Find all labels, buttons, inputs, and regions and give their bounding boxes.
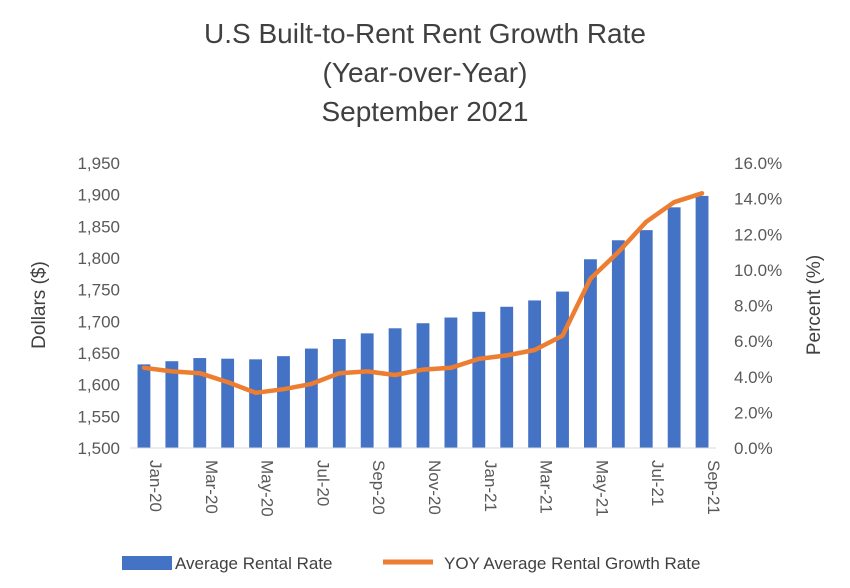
bar-Mar-21 <box>528 300 542 448</box>
right-tick-label: 0.0% <box>734 439 773 458</box>
bar-Feb-20 <box>165 361 179 448</box>
bar-Aug-21 <box>667 207 681 448</box>
legend-bar-swatch <box>122 556 172 570</box>
left-tick-label: 1,900 <box>77 186 120 205</box>
bar-Jan-21 <box>472 311 486 448</box>
left-axis-title: Dollars ($) <box>29 261 50 349</box>
chart-title-line-1: U.S Built-to-Rent Rent Growth Rate <box>204 18 646 49</box>
x-tick-label: Mar-20 <box>202 460 221 514</box>
bar-Jul-21 <box>639 230 653 448</box>
x-tick-label: Jan-21 <box>481 460 500 512</box>
chart-title-line-2: (Year-over-Year) <box>323 57 528 88</box>
right-tick-label: 4.0% <box>734 368 773 387</box>
bar-Jan-20 <box>137 364 151 448</box>
chart-title-line-3: September 2021 <box>321 96 528 127</box>
x-tick-label: Sep-21 <box>704 460 723 515</box>
x-axis-ticks: Jan-20 Mar-20 May-20 Jul-20 Sep-20 Nov-20 Jan-… <box>146 460 723 517</box>
bar-Dec-20 <box>444 317 458 448</box>
left-tick-label: 1,600 <box>77 376 120 395</box>
x-tick-label: May-20 <box>258 460 277 517</box>
bar-Apr-21 <box>556 291 569 448</box>
right-tick-label: 14.0% <box>734 190 782 209</box>
x-tick-label: Jan-20 <box>146 460 165 512</box>
bar-Feb-21 <box>500 306 514 448</box>
bar-Oct-20 <box>388 328 402 448</box>
bar-Jun-21 <box>611 240 625 448</box>
right-tick-label: 12.0% <box>734 225 782 244</box>
growth-rate-line <box>141 191 705 396</box>
left-tick-label: 1,550 <box>77 407 120 426</box>
legend-line-label: YOY Average Rental Growth Rate <box>444 554 700 573</box>
left-axis-ticks: 1,500 1,550 1,600 1,650 1,700 1,750 1,800 1,850… <box>77 154 120 458</box>
bar-Mar-20 <box>193 358 207 448</box>
left-tick-label: 1,700 <box>77 312 120 331</box>
x-tick-label: Jul-21 <box>648 460 667 506</box>
right-tick-label: 6.0% <box>734 332 773 351</box>
x-tick-label: Sep-20 <box>369 460 388 515</box>
bar-May-20 <box>249 359 262 448</box>
bar-Jun-20 <box>277 356 290 448</box>
left-tick-label: 1,850 <box>77 217 120 236</box>
x-tick-label: Mar-21 <box>537 460 556 514</box>
left-tick-label: 1,950 <box>77 154 120 173</box>
right-tick-label: 10.0% <box>734 261 782 280</box>
left-tick-label: 1,750 <box>77 281 120 300</box>
bar-Jul-20 <box>304 348 318 448</box>
bar-Sep-20 <box>360 333 374 448</box>
bar-Aug-20 <box>332 339 346 448</box>
left-tick-label: 1,500 <box>77 439 120 458</box>
right-tick-label: 8.0% <box>734 297 773 316</box>
left-tick-label: 1,800 <box>77 249 120 268</box>
right-axis-ticks: 0.0% 2.0% 4.0% 6.0% 8.0% 10.0% 12.0% 14.0% 16.0% <box>734 154 782 458</box>
legend: Average Rental Rate YOY Average Rental G… <box>122 554 700 573</box>
right-tick-label: 2.0% <box>734 403 773 422</box>
x-tick-label: May-21 <box>592 460 611 517</box>
chart-title: U.S Built-to-Rent Rent Growth Rate (Year… <box>204 18 646 127</box>
bar-Nov-20 <box>416 323 430 448</box>
x-tick-label: Jul-20 <box>313 460 332 506</box>
left-tick-label: 1,650 <box>77 344 120 363</box>
bar-series <box>137 195 709 448</box>
bar-May-21 <box>584 259 597 448</box>
right-axis-title: Percent (%) <box>804 255 825 355</box>
bar-Apr-20 <box>221 358 235 448</box>
right-tick-label: 16.0% <box>734 154 782 173</box>
x-tick-label: Nov-20 <box>425 460 444 515</box>
legend-bar-label: Average Rental Rate <box>175 554 333 573</box>
bar-Sep-21 <box>695 195 709 448</box>
